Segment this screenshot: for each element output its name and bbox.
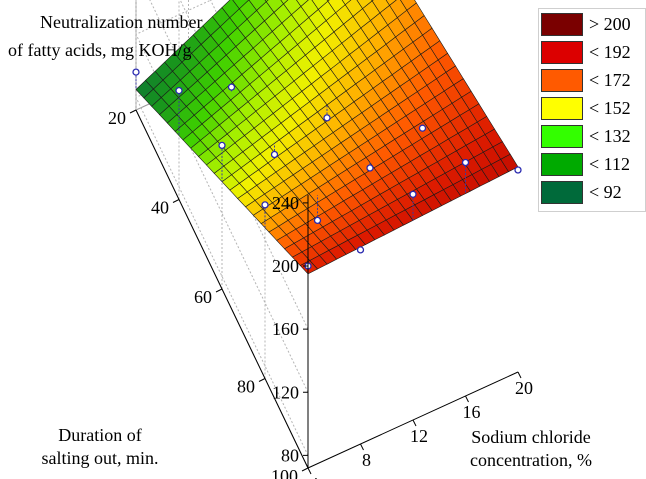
data-point xyxy=(175,86,183,95)
surface-cell xyxy=(264,0,269,3)
legend-item: < 152 xyxy=(541,97,641,123)
data-point xyxy=(132,68,140,76)
legend-label: < 192 xyxy=(589,42,631,62)
data-point xyxy=(514,166,522,174)
data-point xyxy=(366,164,374,172)
z-axis-title-line2: of fatty acids, mg KOH/g xyxy=(8,40,192,60)
x-tick-label: 16 xyxy=(463,402,481,422)
x-tick xyxy=(465,395,469,403)
legend-label: < 92 xyxy=(589,182,622,202)
x-tick xyxy=(307,467,312,475)
z-tick-label: 200 xyxy=(272,256,299,276)
legend-swatch xyxy=(541,97,583,120)
y-tick-label: 40 xyxy=(151,198,169,218)
z-axis-title-line1: Neutralization number xyxy=(40,12,203,32)
axes: 801201602002402040608010048121620 xyxy=(108,108,533,479)
x-tick xyxy=(412,419,417,427)
y-tick-label: 60 xyxy=(194,287,212,307)
x-tick-label: 12 xyxy=(410,426,428,446)
y-axis-title-line2: salting out, min. xyxy=(41,448,159,468)
z-tick-label: 240 xyxy=(272,193,299,213)
legend-label: < 132 xyxy=(589,126,631,146)
y-tick-label: 100 xyxy=(271,466,298,479)
legend-item: < 92 xyxy=(541,181,641,207)
legend-label: < 152 xyxy=(589,98,631,118)
z-tick-label: 160 xyxy=(272,319,299,339)
y-tick xyxy=(172,199,180,203)
legend-swatch xyxy=(541,125,583,148)
legend-swatch xyxy=(541,41,583,64)
legend-item: > 200 xyxy=(541,13,641,39)
x-tick-label: 8 xyxy=(362,450,371,470)
data-point xyxy=(409,190,417,198)
legend-item: < 192 xyxy=(541,41,641,67)
z-tick-label: 120 xyxy=(272,382,299,402)
legend-swatch xyxy=(541,13,583,36)
y-tick xyxy=(215,288,223,293)
legend-label: < 172 xyxy=(589,70,631,90)
y-tick xyxy=(258,378,266,382)
data-point xyxy=(261,201,269,209)
x-tick xyxy=(517,371,522,379)
x-axis-title-line1: Sodium chloride xyxy=(471,427,591,447)
z-tick-label: 80 xyxy=(281,445,299,465)
data-points xyxy=(132,68,522,274)
data-point xyxy=(461,158,470,167)
data-point xyxy=(323,114,331,122)
y-tick-label: 80 xyxy=(237,377,255,397)
x-axis-title: Sodium chloride concentration, % xyxy=(446,426,616,472)
x-tick-label: 4 xyxy=(310,474,319,479)
legend-swatch xyxy=(541,69,583,92)
legend-item: < 172 xyxy=(541,69,641,95)
legend-swatch xyxy=(541,153,583,176)
data-point xyxy=(356,246,365,254)
legend-swatch xyxy=(541,181,583,204)
y-axis-title: Duration of salting out, min. xyxy=(30,424,170,470)
data-point xyxy=(313,216,322,225)
data-point xyxy=(218,141,226,150)
y-tick xyxy=(301,467,309,472)
data-point xyxy=(270,150,279,159)
data-point xyxy=(227,83,236,91)
legend-item: < 132 xyxy=(541,125,641,151)
y-axis-title-line1: Duration of xyxy=(58,425,142,445)
legend-label: > 200 xyxy=(589,14,631,34)
x-tick xyxy=(360,443,364,451)
legend-label: < 112 xyxy=(589,154,630,174)
surface-cell xyxy=(135,79,154,99)
y-tick-label: 20 xyxy=(108,108,126,128)
legend: > 200 < 192 < 172 < 152 < 132 < 112 < 92 xyxy=(538,8,646,212)
y-tick xyxy=(129,109,137,114)
legend-item: < 112 xyxy=(541,153,641,179)
grid-line xyxy=(135,0,309,393)
data-point xyxy=(418,124,427,132)
surface xyxy=(135,0,519,275)
x-tick-label: 20 xyxy=(515,378,533,398)
x-axis-title-line2: concentration, % xyxy=(470,450,592,470)
